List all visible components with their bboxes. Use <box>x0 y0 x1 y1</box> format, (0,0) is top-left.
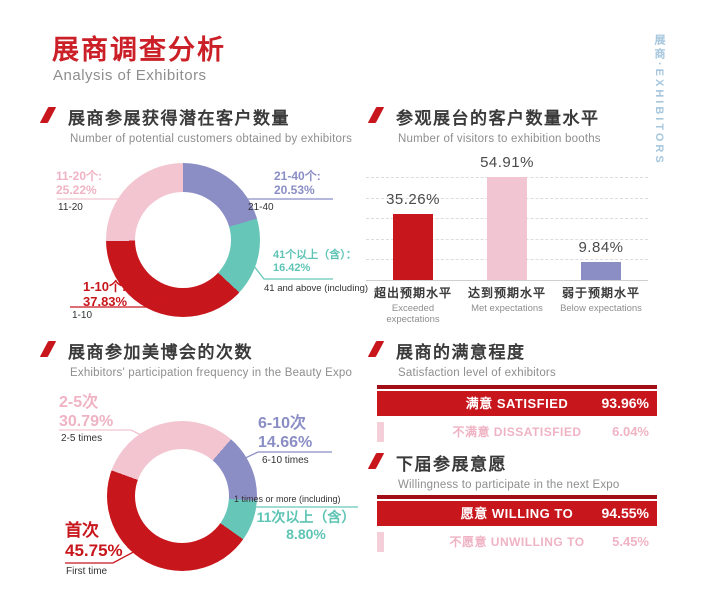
section-subtitle: Number of potential customers obtained b… <box>70 133 353 145</box>
slash-icon <box>39 107 57 123</box>
section-subtitle: Satisfaction level of exhibitors <box>398 367 556 379</box>
segment-sublabel-1-10: 1-10 <box>72 310 93 321</box>
donut-chart-potential-customers <box>106 163 260 317</box>
segment-label-11-above: 11次以上（含） 8.80% <box>256 509 356 542</box>
bar-value: 54.91% <box>480 154 534 172</box>
axis-baseline <box>366 280 648 281</box>
segment-sublabel-11-20: 11-20 <box>58 202 83 213</box>
dissatisfied-row: 不满意 DISSATISFIED 6.04% <box>377 422 657 442</box>
segment-label-21-40: 21-40个: 20.53% <box>274 169 321 197</box>
willing-label: 愿意 WILLING TO <box>460 506 574 521</box>
unwilling-label: 不愿意 UNWILLING TO <box>449 535 585 549</box>
segment-label-2-5-times: 2-5次 30.79% <box>59 394 114 430</box>
satisfied-label: 满意 SATISFIED <box>465 396 569 411</box>
section-subtitle: Number of visitors to exhibition booths <box>398 133 601 145</box>
section-title: 下届参展意愿 <box>396 455 507 474</box>
bar-column-met: 54.91% <box>460 154 554 280</box>
category-met: 达到预期水平 Met expectations <box>467 286 546 314</box>
slash-icon <box>367 107 385 123</box>
section-subtitle: Willingness to participate in the next E… <box>398 479 620 491</box>
unwilling-bar <box>377 532 384 552</box>
unwilling-row: 不愿意 UNWILLING TO 5.45% <box>377 532 657 552</box>
section-willingness-header: 下届参展意愿 Willingness to participate in the… <box>367 450 620 491</box>
bar-value: 9.84% <box>578 238 624 256</box>
segment-sublabel-11-above: 1 times or more (including) <box>234 494 341 504</box>
donut-chart-participation-frequency <box>107 421 257 571</box>
bar-below <box>581 261 621 280</box>
section-booth-visitors-header: 参观展台的客户数量水平 Number of visitors to exhibi… <box>367 104 601 145</box>
satisfied-value: 93.96% <box>601 395 649 411</box>
bar-columns: 35.26% 54.91% 9.84% <box>366 154 648 280</box>
bar-top-line <box>377 385 657 389</box>
willing-value: 94.55% <box>601 505 649 521</box>
segment-label-6-10-times: 6-10次 14.66% <box>258 415 313 451</box>
slash-icon <box>39 341 57 357</box>
segment-sublabel-21-40: 21-40 <box>248 202 274 213</box>
section-title: 展商的满意程度 <box>396 343 526 362</box>
segment-sublabel-first-time: First time <box>66 566 108 577</box>
segment-label-11-20: 11-20个: 25.22% <box>56 169 103 197</box>
bar-column-exceeded: 35.26% <box>366 177 460 280</box>
page-subtitle: Analysis of Exhibitors <box>53 67 207 84</box>
section-title: 参观展台的客户数量水平 <box>396 109 600 128</box>
segment-label-41-above: 41个以上（含）： 16.42% <box>273 249 357 274</box>
segment-label-1-10: 1-10个: 37.83% <box>83 279 128 309</box>
category-below: 弱于预期水平 Below expectations <box>560 286 642 314</box>
bar-value: 35.26% <box>386 190 440 208</box>
category-exceeded: 超出预期水平 Exceeded expectations <box>373 286 452 325</box>
dissatisfied-bar <box>377 422 384 442</box>
segment-sublabel-6-10-times: 6-10 times <box>262 455 309 466</box>
segment-sublabel-2-5-times: 2-5 times <box>61 433 103 444</box>
section-subtitle: Exhibitors' participation frequency in t… <box>70 367 353 379</box>
hbar-group-willingness: 愿意 WILLING TO 94.55% 不愿意 UNWILLING TO 5.… <box>377 495 657 552</box>
hbar-group-satisfaction: 满意 SATISFIED 93.96% 不满意 DISSATISFIED 6.0… <box>377 385 657 442</box>
willing-bar: 愿意 WILLING TO 94.55% <box>377 501 657 526</box>
bar-top-line <box>377 495 657 499</box>
section-title: 展商参加美博会的次数 <box>68 343 253 362</box>
bar-exceeded <box>393 213 433 280</box>
section-title: 展商参展获得潜在客户数量 <box>68 109 290 128</box>
section-participation-frequency-header: 展商参加美博会的次数 Exhibitors' participation fre… <box>39 338 353 379</box>
slash-icon <box>367 453 385 469</box>
section-satisfaction-header: 展商的满意程度 Satisfaction level of exhibitors <box>367 338 556 379</box>
slash-icon <box>367 341 385 357</box>
dissatisfied-value: 6.04% <box>612 424 649 439</box>
segment-sublabel-41-above: 41 and above (including) <box>264 283 369 294</box>
bar-met <box>487 177 527 280</box>
side-tab-exhibitors: 展商·EXHIBITORS <box>653 34 665 166</box>
unwilling-value: 5.45% <box>612 534 649 549</box>
bar-column-below: 9.84% <box>554 177 648 280</box>
satisfied-bar: 满意 SATISFIED 93.96% <box>377 391 657 416</box>
segment-label-first-time: 首次 45.75% <box>65 521 123 560</box>
dissatisfied-label: 不满意 DISSATISFIED <box>452 425 582 439</box>
page-title: 展商调查分析 <box>52 35 226 65</box>
section-potential-customers-header: 展商参展获得潜在客户数量 Number of potential custome… <box>39 104 353 145</box>
bar-category-labels: 超出预期水平 Exceeded expectations 达到预期水平 Met … <box>366 284 648 325</box>
